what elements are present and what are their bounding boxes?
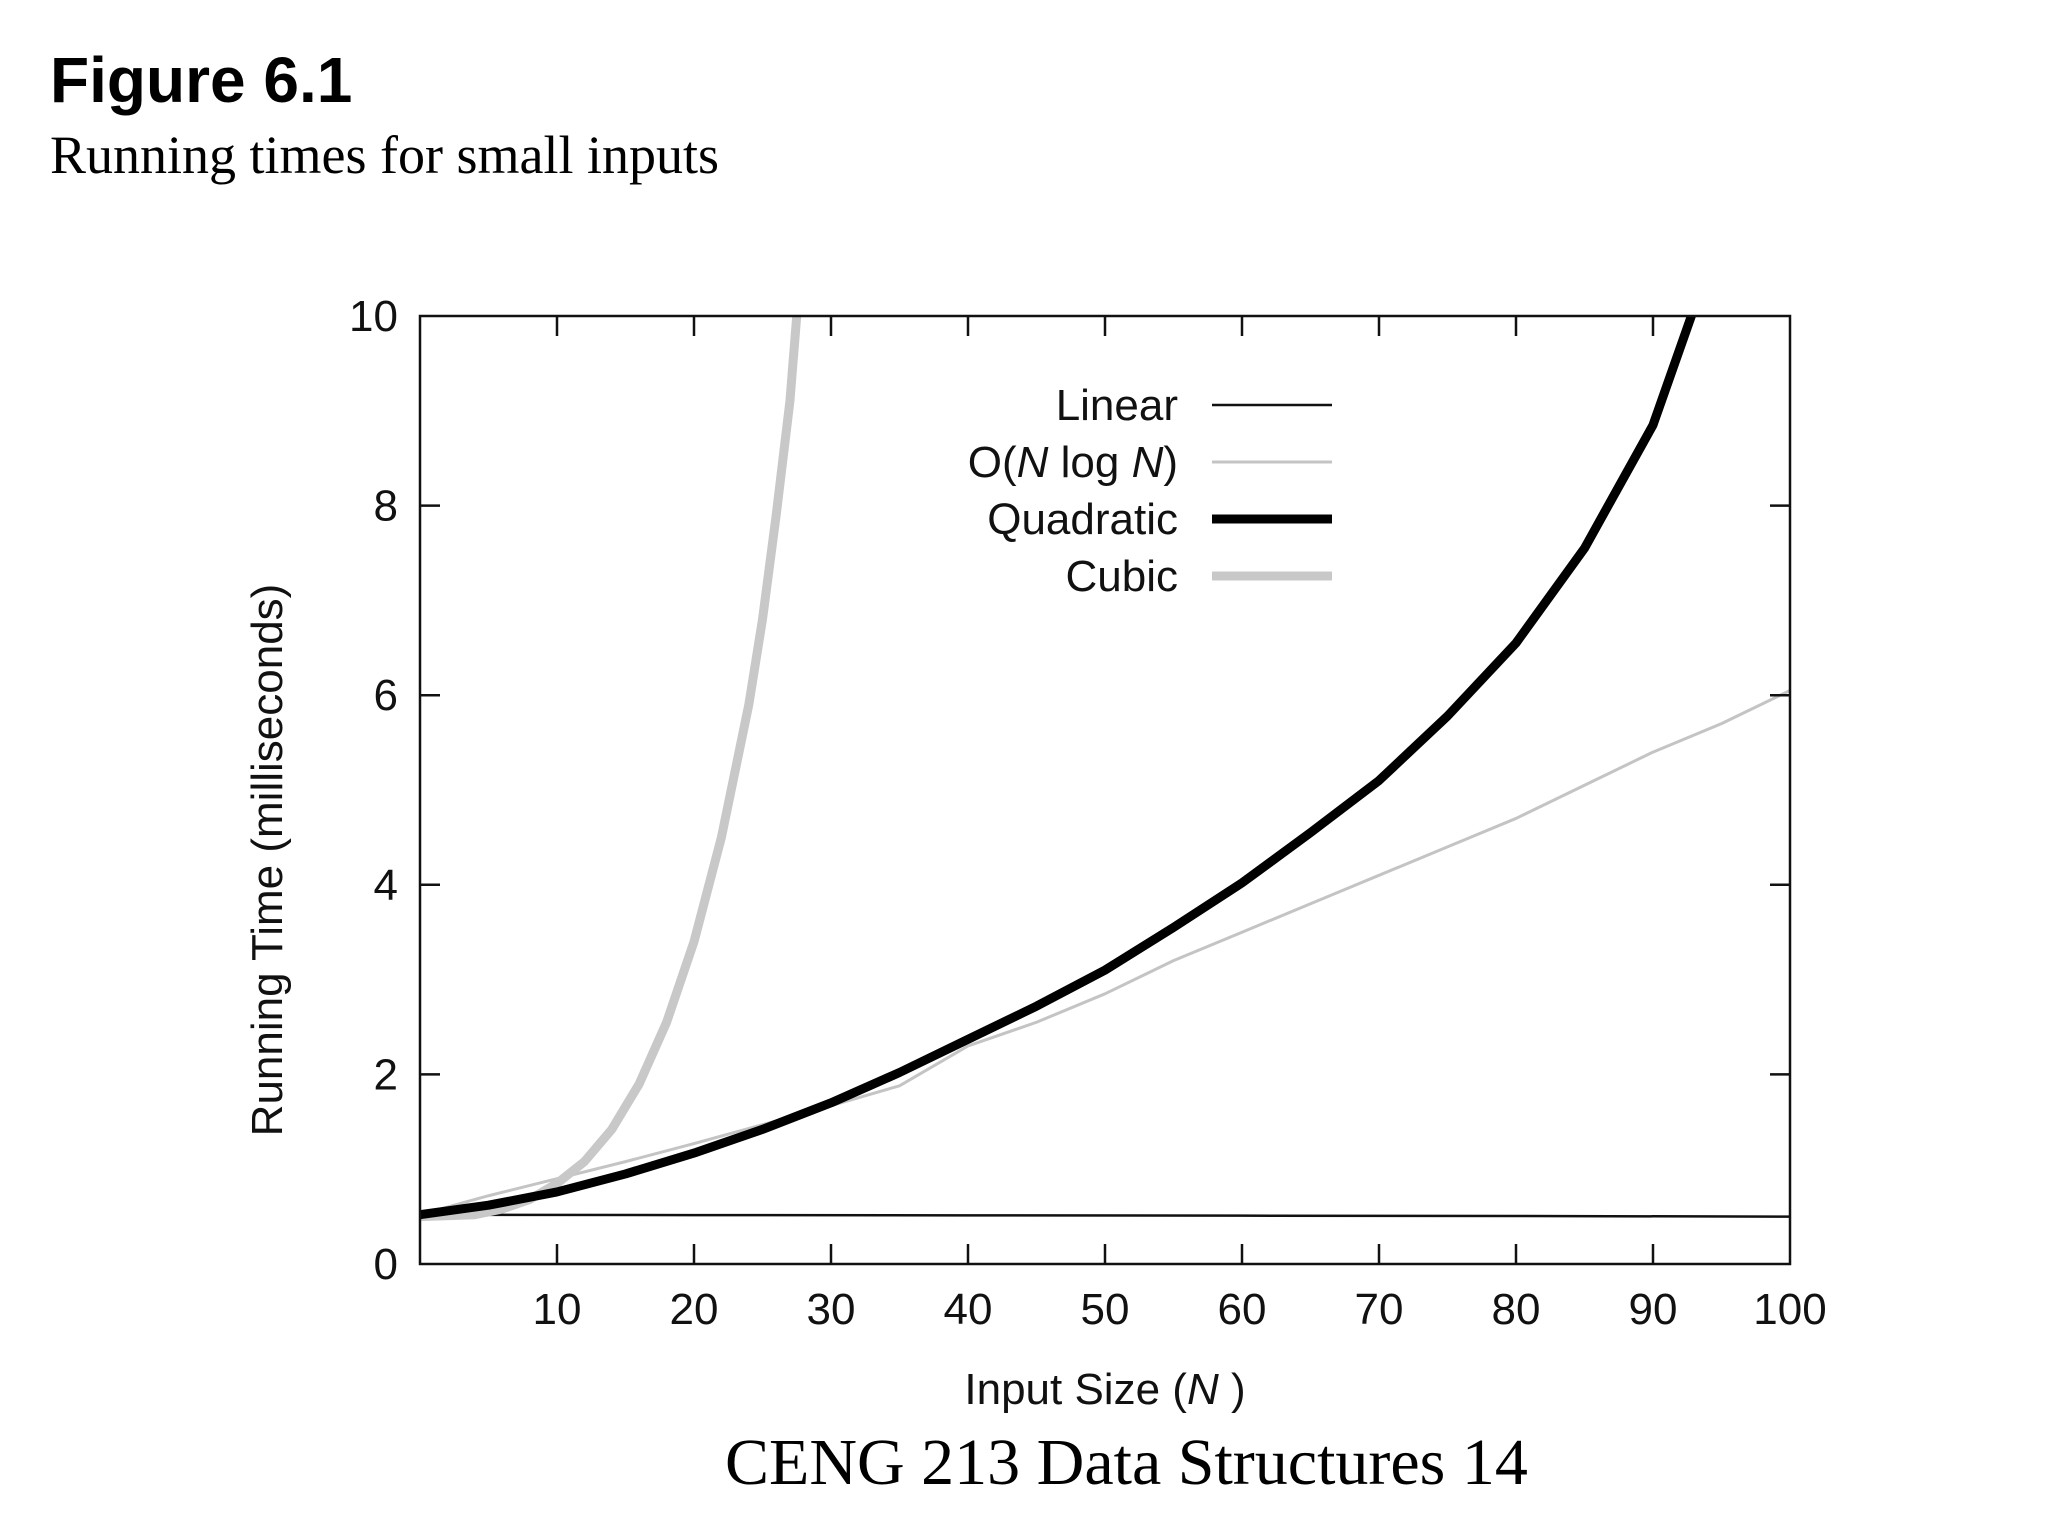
legend-label-part-o-n-log-n-4: ) [1163,438,1178,487]
legend-label-linear: Linear [1056,381,1178,430]
y-tick-label-0: 0 [374,1240,398,1289]
series-line-cubic [420,316,802,1222]
x-tick-label-40: 40 [944,1285,993,1334]
x-tick-label-60: 60 [1218,1285,1267,1334]
legend-label-part-cubic-0: Cubic [1066,552,1179,601]
y-tick-label-8: 8 [374,482,398,531]
slide-footer: CENG 213 Data Structures 14 [725,1426,1528,1499]
x-tick-label-90: 90 [1629,1285,1678,1334]
legend-label-quadratic: Quadratic [987,495,1178,544]
x-axis-label-var: N [1187,1365,1219,1414]
x-tick-label-50: 50 [1081,1285,1130,1334]
x-tick-label-70: 70 [1355,1285,1404,1334]
x-tick-label-100: 100 [1753,1285,1826,1334]
figure-subtitle: Running times for small inputs [50,125,719,185]
x-tick-label-20: 20 [670,1285,719,1334]
series-line-o-n-log-n [420,688,1790,1217]
x-axis-label-end: ) [1219,1365,1246,1414]
y-tick-label-4: 4 [374,861,398,910]
legend-label-part-o-n-log-n-0: O( [968,438,1017,487]
legend-label-part-o-n-log-n-1: N [1017,438,1049,487]
legend-label-o-n-log-n: O(N log N) [968,438,1178,487]
figure-title: Figure 6.1 [50,44,353,116]
x-axis-label-text: Input Size ( [964,1365,1187,1414]
x-tick-label-10: 10 [533,1285,582,1334]
x-axis-label: Input Size (N ) [964,1365,1245,1414]
y-tick-label-6: 6 [374,671,398,720]
legend-label-part-quadratic-0: Quadratic [987,495,1178,544]
y-tick-label-2: 2 [374,1050,398,1099]
legend-label-part-o-n-log-n-3: N [1132,438,1164,487]
series-line-quadratic [420,316,1696,1220]
series-line-linear [420,1213,1790,1218]
axis-layer: 10 20 30 40 50 60 70 80 90 100 0 2 4 6 8 10 Input Size (… [243,292,1827,1414]
x-tick-label-30: 30 [807,1285,856,1334]
series-group [420,316,1790,1222]
legend-label-part-o-n-log-n-2: log [1048,438,1131,487]
plot-layer [420,316,1790,1222]
legend-label-part-linear-0: Linear [1056,381,1178,430]
y-tick-label-10: 10 [349,292,398,341]
x-tick-label-80: 80 [1492,1285,1541,1334]
legend-label-cubic: Cubic [1066,552,1179,601]
y-axis-label: Running Time (milliseconds) [243,584,292,1137]
